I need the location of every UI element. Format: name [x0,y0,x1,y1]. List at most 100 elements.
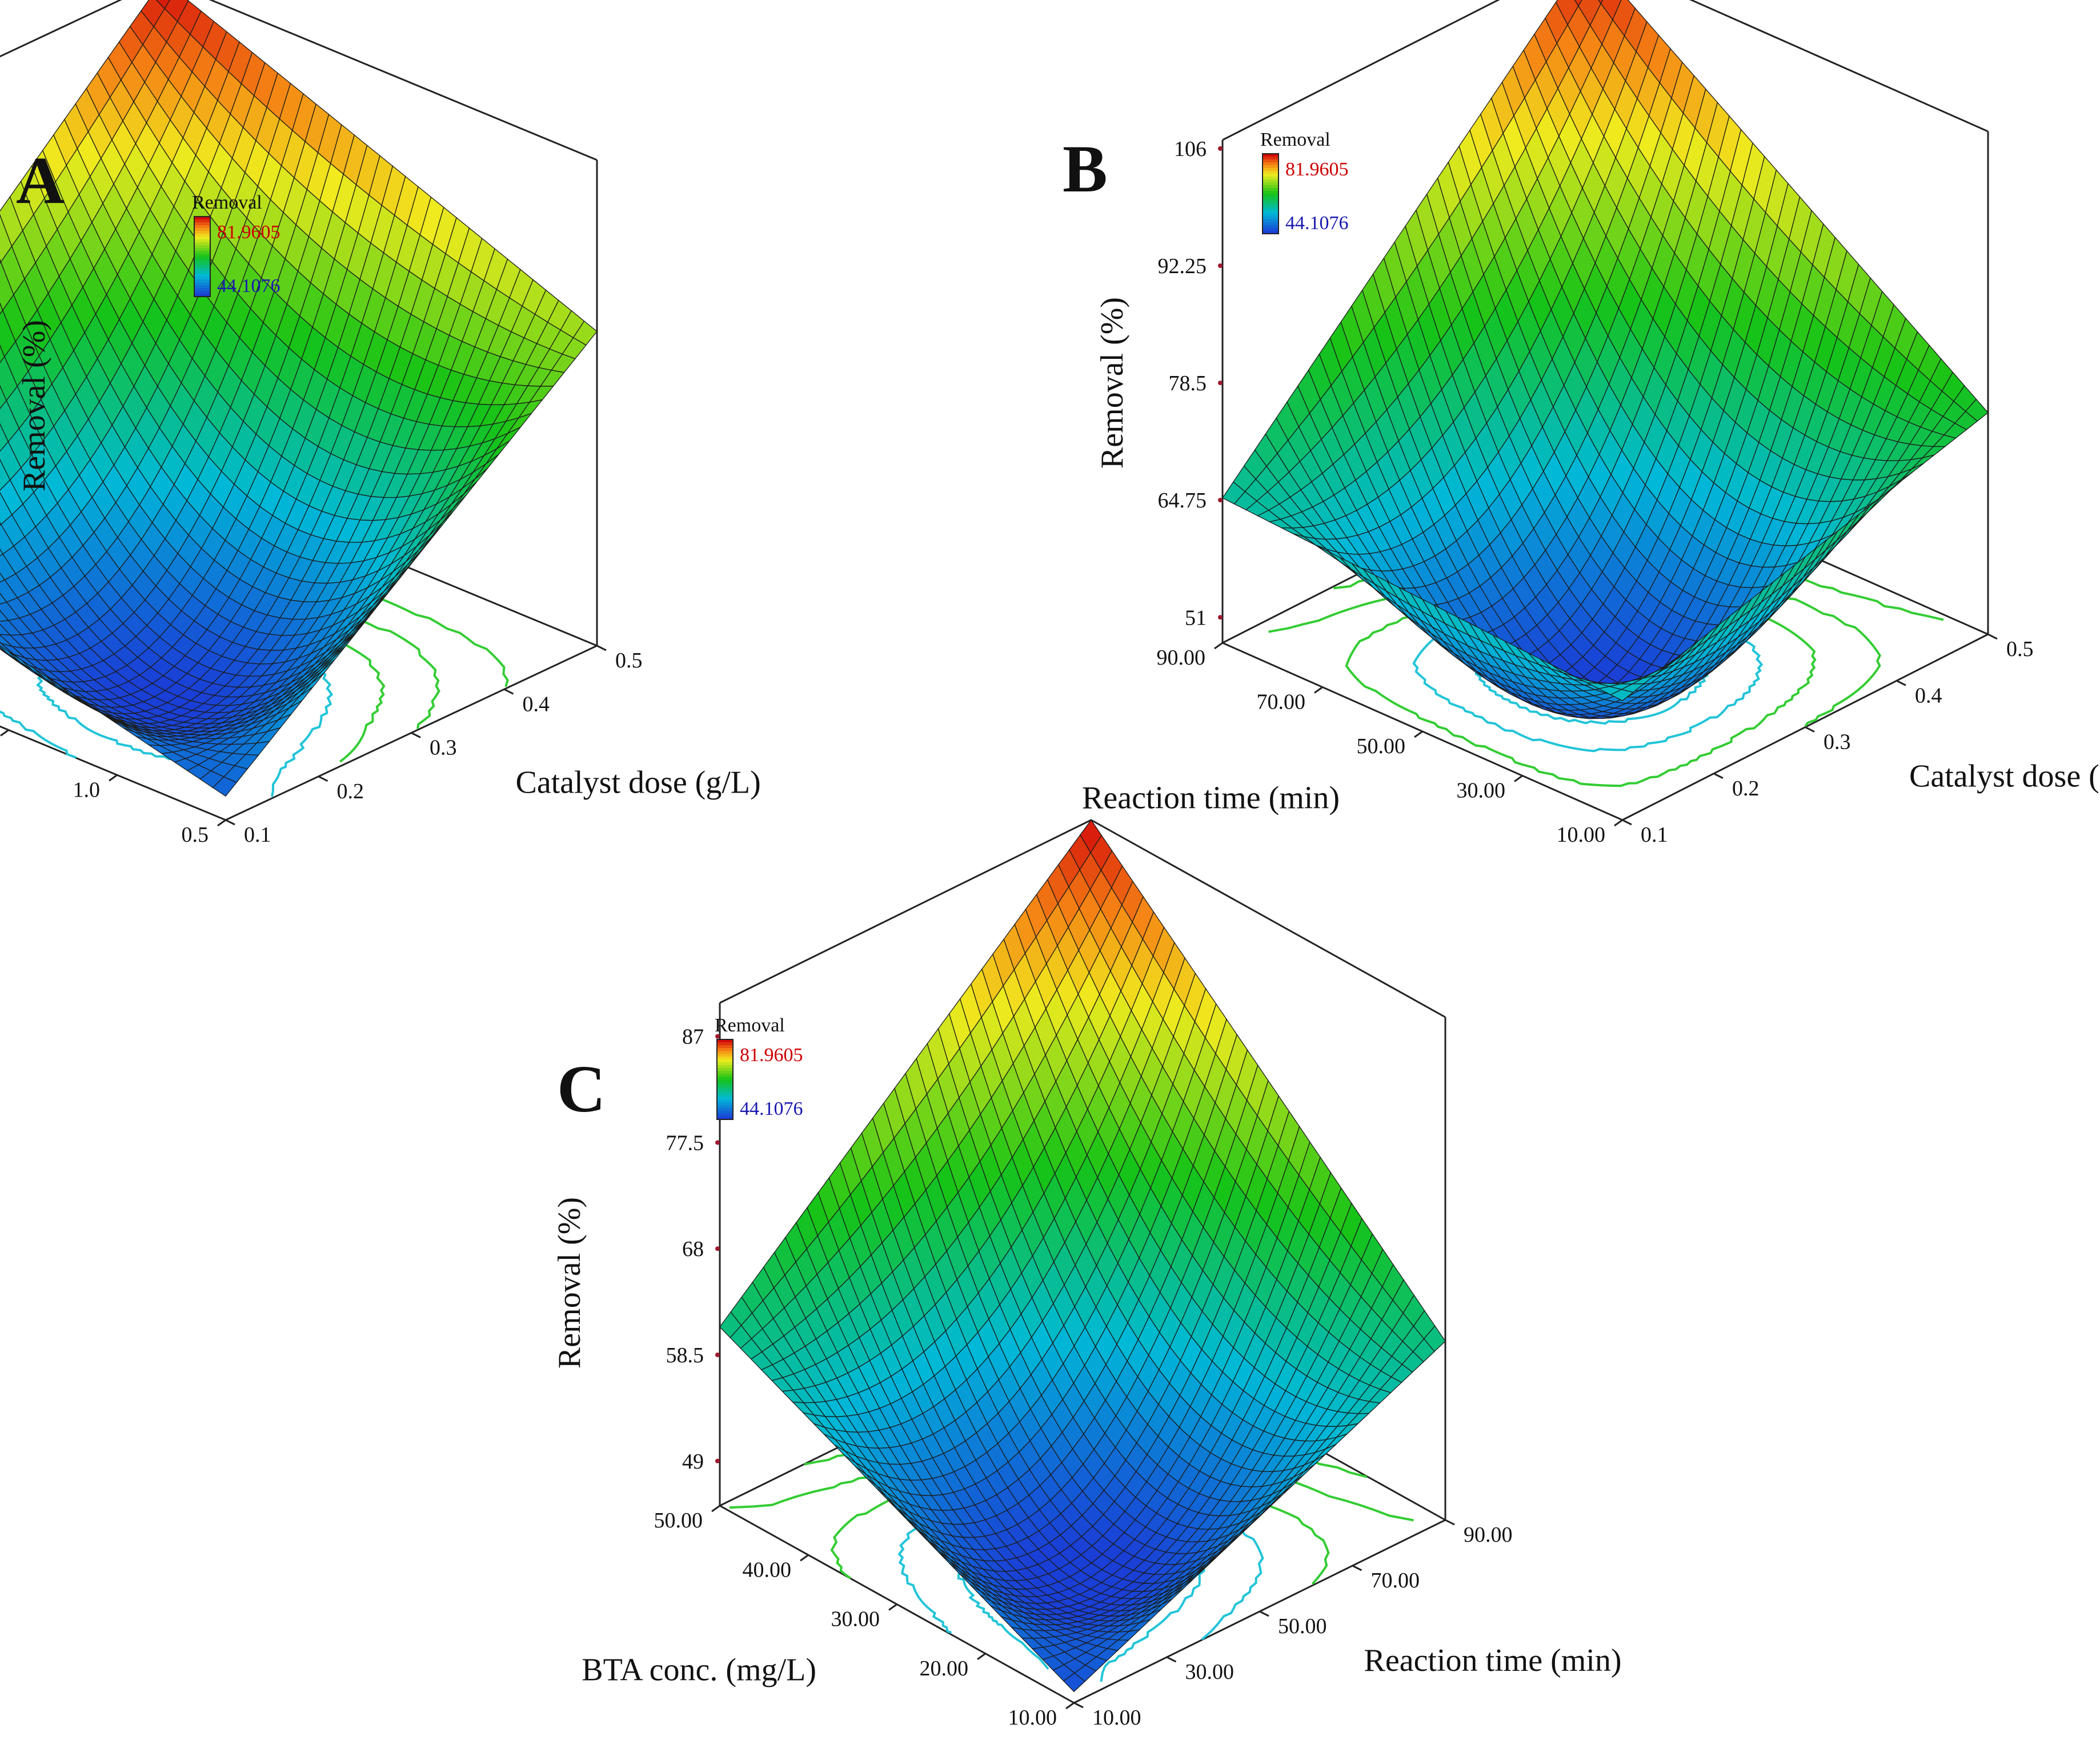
legend-high-value: 81.9605 [740,1045,803,1066]
legend-title: Removal [1260,129,1330,150]
legend-swatch [1263,165,1279,169]
surface-cell [1063,1673,1086,1693]
y-tick-label: 0.4 [1915,683,1942,707]
x-axis-label: Reaction time (min) [1082,781,1340,816]
surface-cell [1574,0,1582,7]
chart-panel-a: 5061.57384.5960.51.01.52.02.50.10.20.30.… [0,0,761,847]
response-surface [719,819,1446,1693]
legend-swatch [717,1099,733,1103]
z-tick-label: 87 [682,1025,704,1049]
legend-swatch [717,1071,733,1074]
y-tick-mark [1622,819,1632,826]
y-tick-mark [1259,1610,1269,1617]
legend-swatch [717,1111,733,1114]
x-tick-label: 40.00 [743,1558,792,1582]
color-legend: Removal 81.9605 44.1076 [1260,129,1349,234]
legend-swatch [194,294,210,297]
z-tick-mark [715,1034,720,1039]
legend-high-value: 81.9605 [1285,159,1349,180]
z-axis-label: Removal (%) [1095,297,1130,469]
x-tick-mark [800,1554,809,1562]
legend-swatch [1263,157,1279,160]
y-tick-mark [1805,726,1815,733]
y-tick-mark [225,819,235,826]
legend-swatch [1263,208,1279,211]
legend-border [716,1039,734,1120]
legend-swatch [194,262,210,266]
x-axis-label: BTA conc. (mg/L) [582,1652,816,1687]
z-axis-label: Removal (%) [17,320,52,491]
legend-swatch [194,217,210,220]
legend-swatch [194,237,210,240]
legend-swatch [1263,179,1279,183]
panel-letter: B [1063,131,1108,206]
legend-swatch [1263,214,1279,217]
x-tick-label: 30.00 [831,1607,880,1631]
legend-swatch [1263,219,1279,223]
y-tick-label: 0.5 [2006,637,2034,661]
y-tick-mark [1713,773,1724,779]
y-tick-mark [1166,1656,1177,1663]
legend-swatch [1263,174,1279,177]
legend-swatch [1263,185,1279,189]
y-tick-label: 70.00 [1371,1569,1420,1593]
y-tick-mark [1352,1565,1362,1571]
x-tick-mark [1414,730,1423,738]
legend-swatch [717,1045,733,1049]
surface-cell [212,776,238,797]
legend-swatch [194,242,210,246]
x-tick-label: 70.00 [1257,690,1306,714]
x-tick-mark [217,819,226,827]
legend-swatch [1263,182,1279,186]
y-tick-label: 0.1 [1641,823,1668,847]
y-tick-label: 0.1 [244,823,271,847]
y-tick-label: 0.2 [1732,777,1760,801]
legend-swatch [194,271,210,274]
legend-swatch [194,265,210,269]
y-tick-mark [1445,1519,1455,1526]
legend-swatch [1263,199,1279,203]
z-tick-mark [1218,263,1223,268]
legend-swatch [717,1108,733,1111]
y-tick-mark [411,732,421,738]
legend-swatch [717,1114,733,1117]
legend-swatch [717,1085,733,1089]
legend-border [194,216,211,297]
chart-panel-b: 51 64.75 78.5 92.25 106 10.00 30.00 50.00 70.00 9… [1063,0,2100,847]
legend-swatch [1263,231,1279,234]
legend-swatch [717,1102,733,1106]
legend-swatch [717,1051,733,1054]
x-tick-label: 90.00 [1157,646,1206,670]
z-tick-label: 92.25 [1158,254,1207,278]
y-tick-label: 0.5 [615,649,643,673]
legend-swatch [194,257,210,260]
z-tick-label: 68 [682,1237,704,1261]
z-tick-mark [1218,381,1223,386]
frame-edge [719,819,1092,1004]
legend-low-value: 44.1076 [740,1098,803,1119]
legend-swatch [717,1042,733,1046]
surface-cell [155,0,171,10]
legend-swatch [717,1054,733,1057]
z-tick-label: 58.5 [666,1343,704,1367]
legend-swatch [717,1117,733,1120]
legend-swatch [717,1094,733,1097]
x-tick-label: 0.5 [182,823,209,847]
legend-swatch [1263,228,1279,231]
legend-swatch [194,231,210,234]
x-tick-mark [977,1653,986,1660]
chart-panel-c: 49 58.5 68 77.5 87 10.00 20.00 30.00 40.00 50.00 1… [552,819,1621,1730]
y-tick-label: 30.00 [1185,1660,1235,1684]
z-tick-label: 78.5 [1169,371,1207,395]
y-tick-label: 0.2 [337,779,364,803]
legend-swatch [1263,194,1279,197]
panel-letter: C [557,1051,606,1126]
legend-swatch [194,279,210,283]
legend-swatch [194,248,210,251]
y-tick-mark [1073,1702,1084,1709]
x-tick-mark [1065,1702,1075,1710]
legend-swatch [717,1068,733,1071]
y-tick-mark [1987,633,1998,640]
legend-title: Removal [192,192,262,213]
